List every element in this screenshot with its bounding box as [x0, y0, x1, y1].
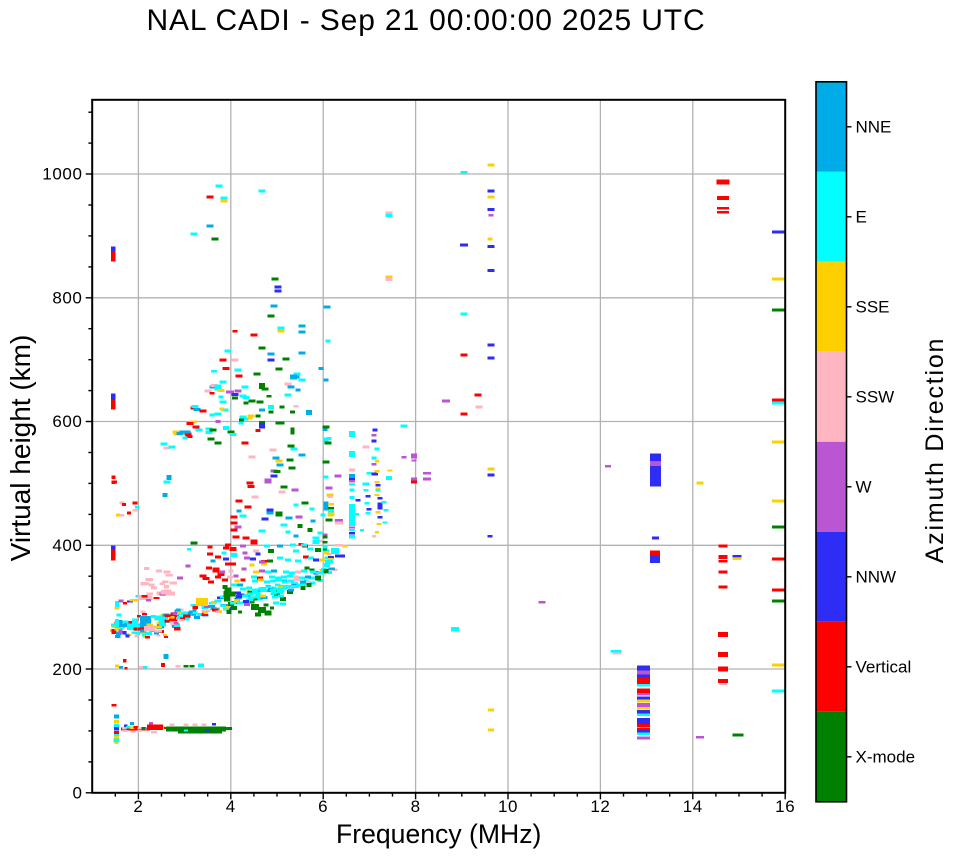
svg-text:Virtual height (km): Virtual height (km) [5, 335, 36, 562]
svg-text:16: 16 [775, 797, 795, 816]
svg-text:200: 200 [52, 660, 82, 679]
svg-text:8: 8 [411, 797, 421, 816]
svg-text:2: 2 [133, 797, 143, 816]
svg-text:800: 800 [52, 289, 82, 308]
svg-text:600: 600 [52, 412, 82, 431]
svg-text:NAL CADI - Sep 21 00:00:00 202: NAL CADI - Sep 21 00:00:00 2025 UTC [147, 4, 706, 37]
svg-text:E: E [856, 208, 867, 227]
svg-text:Azimuth Direction: Azimuth Direction [921, 337, 949, 564]
svg-text:SSW: SSW [856, 388, 895, 407]
svg-text:10: 10 [498, 797, 518, 816]
svg-text:NNW: NNW [856, 568, 897, 587]
svg-text:NNE: NNE [856, 118, 892, 137]
svg-text:14: 14 [683, 797, 703, 816]
svg-text:12: 12 [590, 797, 610, 816]
svg-text:X-mode: X-mode [856, 748, 916, 767]
svg-text:1000: 1000 [42, 165, 82, 184]
svg-text:4: 4 [226, 797, 236, 816]
svg-text:400: 400 [52, 536, 82, 555]
svg-text:Frequency (MHz): Frequency (MHz) [336, 819, 541, 849]
svg-text:Vertical: Vertical [856, 658, 912, 677]
svg-text:0: 0 [72, 784, 82, 803]
svg-text:W: W [856, 478, 872, 497]
svg-text:SSE: SSE [856, 298, 890, 317]
svg-text:6: 6 [318, 797, 328, 816]
